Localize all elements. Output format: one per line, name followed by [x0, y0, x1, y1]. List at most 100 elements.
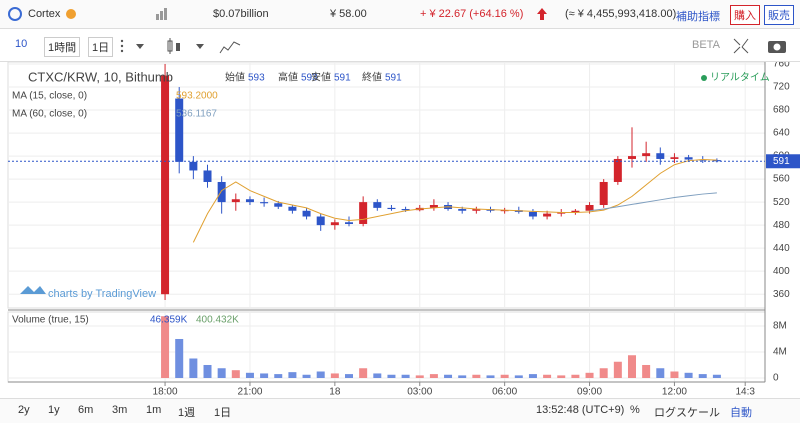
up-arrow	[537, 8, 547, 20]
candle-body	[260, 202, 269, 204]
realtime-dot	[701, 75, 707, 81]
footer: 2y 1y 6m 3m 1m 1週 1日 13:52:48 (UTC+9)% ログスケール 自動	[0, 398, 800, 423]
log-button[interactable]: ログスケール	[654, 407, 720, 419]
candle-body	[387, 207, 396, 210]
candle-body	[429, 204, 438, 208]
volume: (≈ ¥ 4,455,993,418.00)	[565, 8, 677, 20]
volume-bar	[557, 375, 566, 379]
volume-bar	[670, 371, 679, 379]
buy-button[interactable]: 購入	[730, 5, 760, 25]
candle-body	[528, 211, 537, 217]
volume-bar	[429, 374, 438, 379]
last-price-label: 591	[773, 156, 790, 167]
price: ¥ 58.00	[330, 8, 367, 20]
candle-body	[274, 203, 283, 207]
ma-line	[192, 159, 717, 243]
y-tick-label: 680	[773, 105, 790, 116]
volume-tick-label: 0	[773, 373, 779, 384]
volume-bar	[712, 374, 721, 379]
volume-bar	[302, 374, 311, 379]
watermark-logo	[20, 286, 46, 294]
volume-bar	[231, 370, 240, 379]
clock: 13:52:48 (UTC+9)	[536, 404, 625, 416]
candle-body	[472, 209, 481, 211]
window-icons[interactable]	[732, 37, 792, 55]
y-tick-label: 640	[773, 128, 790, 139]
volume-bar	[288, 372, 297, 379]
volume-bar	[373, 373, 382, 379]
range-button[interactable]: 1y	[48, 404, 60, 416]
y-tick-label: 760	[773, 62, 790, 70]
indicators-link[interactable]: 補助指標	[676, 11, 720, 23]
ohlc-label: 始値	[225, 71, 245, 84]
volume-legend-ma: 400.432K	[196, 315, 239, 326]
volume-bar	[444, 374, 453, 379]
ma-legend-value: 536.1167	[176, 109, 217, 120]
sell-button[interactable]: 販売	[764, 5, 794, 25]
candle-body	[330, 222, 339, 226]
candle-body	[712, 160, 721, 162]
candle-body	[175, 98, 184, 162]
range-button[interactable]: 1日	[214, 407, 232, 419]
range-button[interactable]: 1週	[178, 407, 196, 419]
candle-body	[543, 213, 552, 217]
volume-bar	[330, 373, 339, 379]
ma-legend-value: 593.2000	[176, 91, 218, 102]
volume-bar	[613, 361, 622, 379]
x-tick-label: 12:00	[662, 387, 687, 398]
candle-body	[401, 209, 410, 211]
range-button[interactable]: 2y	[18, 404, 30, 416]
candle-body	[613, 158, 622, 182]
volume-tick-label: 4M	[773, 347, 787, 358]
interval-button[interactable]: 1時間	[44, 37, 81, 57]
ohlc-value: 593	[301, 73, 318, 84]
interval-button[interactable]: 1日	[88, 37, 114, 57]
candle-body	[670, 157, 679, 159]
toolbar-icons[interactable]	[116, 37, 256, 55]
volume-bar	[401, 374, 410, 379]
candle-body	[557, 212, 566, 214]
volume-bar	[175, 338, 184, 379]
x-tick-label: 06:00	[492, 387, 517, 398]
auto-button[interactable]: 自動	[730, 407, 752, 419]
volume-pane	[7, 311, 766, 383]
y-tick-label: 480	[773, 220, 790, 231]
candle-body	[585, 204, 594, 211]
x-tick-label: 18	[329, 387, 341, 398]
ohlc-value: 591	[385, 73, 402, 84]
last-price-box	[766, 154, 800, 169]
candle-body	[231, 199, 240, 203]
volume-bar	[500, 374, 509, 379]
range-button[interactable]: 1m	[146, 404, 162, 416]
y-tick-label: 720	[773, 82, 790, 93]
chart: 36040044048052056060064068072076004M8M18…	[7, 62, 800, 398]
candle-body	[458, 209, 467, 211]
volume-legend: Volume (true, 15)	[12, 315, 89, 326]
candle-body	[345, 222, 354, 224]
volume-bar	[684, 372, 693, 379]
candle-body	[316, 216, 325, 226]
cap-icon	[156, 8, 167, 20]
chart-title: CTXC/KRW, 10, Bithumb	[28, 69, 173, 84]
candle-body	[161, 75, 170, 295]
x-tick-label: 21:00	[237, 387, 262, 398]
candle-body	[359, 202, 368, 224]
percent-button[interactable]: %	[630, 404, 640, 416]
candle-body	[245, 199, 254, 203]
y-tick-label: 560	[773, 174, 790, 185]
candle-body	[571, 210, 580, 213]
volume-bar	[627, 355, 636, 379]
ohlc-value: 591	[334, 73, 351, 84]
toolbar: 10 1時間 1日 BETA	[0, 29, 800, 62]
coin-name[interactable]: Cortex	[28, 8, 61, 20]
volume-bar	[274, 374, 283, 379]
volume-bar	[217, 368, 226, 379]
range-button[interactable]: 3m	[112, 404, 128, 416]
volume-bar	[387, 374, 396, 379]
volume-bar	[543, 374, 552, 379]
ma-line	[589, 192, 717, 212]
range-button[interactable]: 6m	[78, 404, 94, 416]
volume-bar	[189, 358, 198, 379]
interval-button[interactable]: 10	[12, 37, 31, 51]
